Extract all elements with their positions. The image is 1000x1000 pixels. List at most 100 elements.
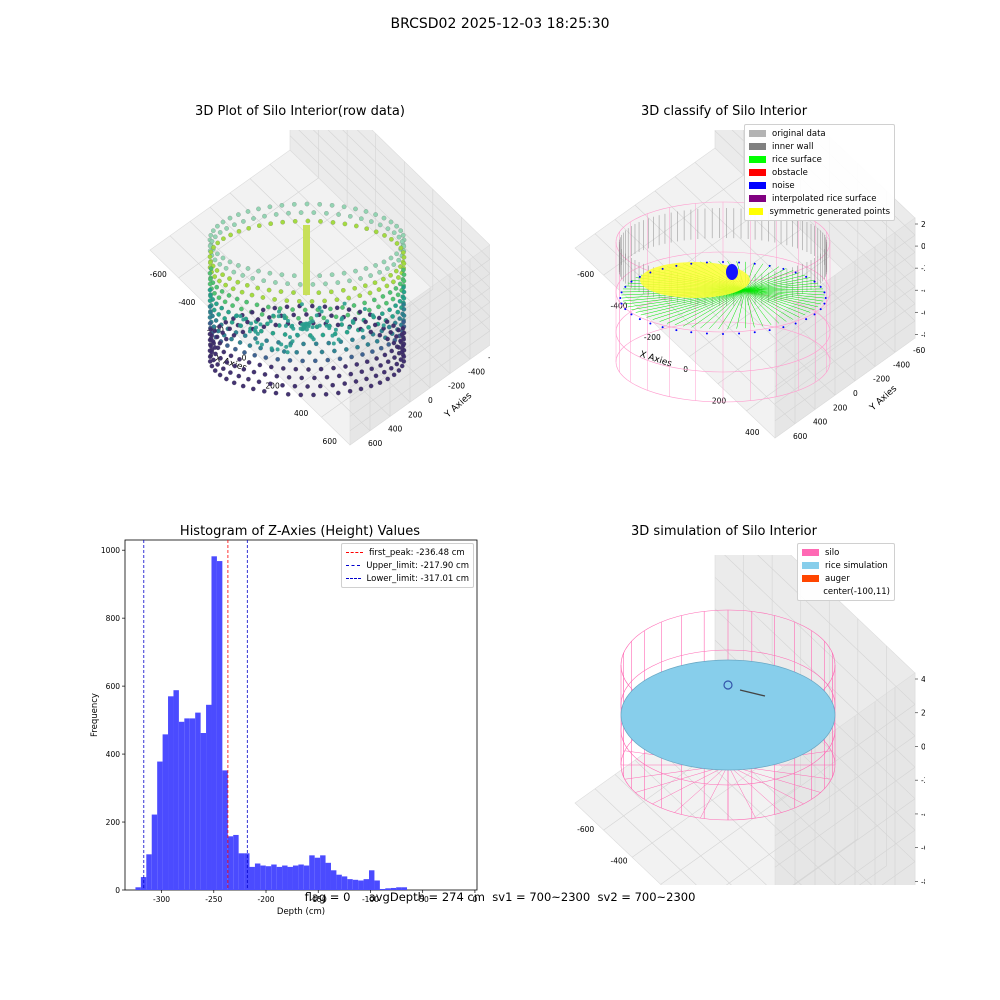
raw-point (298, 282, 302, 286)
raw-point (387, 342, 391, 346)
raw-point (347, 326, 351, 330)
raw-point (348, 214, 352, 218)
raw-point (210, 350, 214, 354)
status-footer: flag = 0 avgDepth = 274 cm sv1 = 700~230… (0, 890, 1000, 904)
legend-item: rice surface (749, 153, 890, 166)
raw-point (305, 384, 309, 388)
raw-point (222, 350, 226, 354)
raw-point (251, 276, 255, 280)
noise-point (706, 261, 708, 263)
raw-point (237, 357, 241, 361)
raw-point (365, 360, 369, 364)
raw-point (390, 349, 394, 353)
y-tick-label: 0 (428, 396, 433, 405)
histogram-bar (255, 863, 260, 890)
raw-point (386, 360, 390, 364)
histogram-chart[interactable]: -300 -250 -200 -150 -100 -50 0 0 200 400 600 800 100… (80, 535, 490, 920)
raw-point (261, 295, 265, 299)
raw-point (211, 245, 215, 249)
histogram-bar (211, 556, 216, 890)
x-tick-label: 400 (745, 428, 760, 437)
legend-label: first_peak: -236.48 cm (369, 548, 465, 558)
raw-point (311, 325, 315, 329)
raw-point (292, 202, 296, 206)
simulation-3d-plot[interactable]: -600-400-2000200400-600-400-200020040060… (555, 555, 925, 885)
raw-point (343, 364, 347, 368)
raw-point (363, 307, 367, 311)
noise-point (624, 286, 626, 288)
noise-point (630, 281, 632, 283)
noise-point (722, 333, 724, 335)
raw-point (401, 250, 405, 254)
legend-swatch (802, 562, 819, 569)
raw-point (340, 305, 344, 309)
raw-point (209, 344, 213, 348)
raw-point (235, 297, 239, 301)
y-tick-label: 600 (793, 432, 808, 441)
legend-swatch (749, 208, 763, 215)
raw-point (218, 356, 222, 360)
flag-value: flag = 0 (305, 890, 351, 904)
raw-point (400, 239, 404, 243)
raw-point (374, 374, 378, 378)
noise-point (722, 261, 724, 263)
raw-point (307, 350, 311, 354)
raw-point (210, 239, 214, 243)
raw-point (401, 326, 405, 330)
histogram-bar (374, 880, 379, 890)
legend-swatch (346, 565, 360, 566)
raw-point (292, 313, 296, 317)
raw-point (394, 252, 398, 256)
raw-3d-plot[interactable]: -600-400-2000200400600-600-400-200020040… (130, 130, 490, 480)
sv2-value: sv2 = 700~2300 (598, 890, 696, 904)
raw-point (214, 302, 218, 306)
simulation-legend: silo rice simulation auger center(-100,11) (797, 543, 895, 601)
legend-label: Upper_limit: -217.90 cm (366, 561, 469, 571)
raw-point (389, 256, 393, 260)
noise-point (649, 272, 651, 274)
raw-point (238, 340, 242, 344)
histogram-bar (179, 722, 184, 890)
raw-point (299, 393, 303, 397)
raw-point (221, 237, 225, 241)
noise-point (782, 268, 784, 270)
raw-point (246, 266, 250, 270)
raw-point (329, 290, 333, 294)
noise-point (624, 308, 626, 310)
raw-point (247, 360, 251, 364)
raw-point (224, 377, 228, 381)
legend-item: inner wall (749, 140, 890, 153)
raw-point (208, 277, 212, 281)
raw-point (234, 314, 238, 318)
x-axis-label: Depth (cm) (277, 907, 325, 917)
raw-point (325, 319, 329, 323)
raw-point (392, 262, 396, 266)
z-tick-label: -400 (921, 286, 925, 295)
raw-point (347, 279, 351, 283)
raw-point (396, 293, 400, 297)
raw-point (386, 227, 390, 231)
raw-point (208, 294, 212, 298)
raw-point (215, 285, 219, 289)
raw-point (347, 307, 351, 311)
raw-point (360, 370, 364, 374)
raw-point (208, 311, 212, 315)
raw-point (216, 241, 220, 245)
raw-point (262, 279, 266, 283)
raw-point (228, 370, 232, 374)
raw-point (221, 367, 225, 371)
raw-point (368, 273, 372, 277)
raw-point (280, 203, 284, 207)
y-tick-label: 800 (106, 614, 121, 623)
legend-label: silo (825, 548, 839, 558)
raw-point (268, 271, 272, 275)
raw-point (217, 324, 221, 328)
z-tick-label: -600 (921, 308, 925, 317)
raw-point (253, 336, 257, 340)
raw-point (209, 233, 213, 237)
raw-point (253, 353, 257, 357)
raw-point (211, 229, 215, 233)
raw-point (312, 376, 316, 380)
raw-point (267, 315, 271, 319)
raw-point (402, 313, 406, 317)
